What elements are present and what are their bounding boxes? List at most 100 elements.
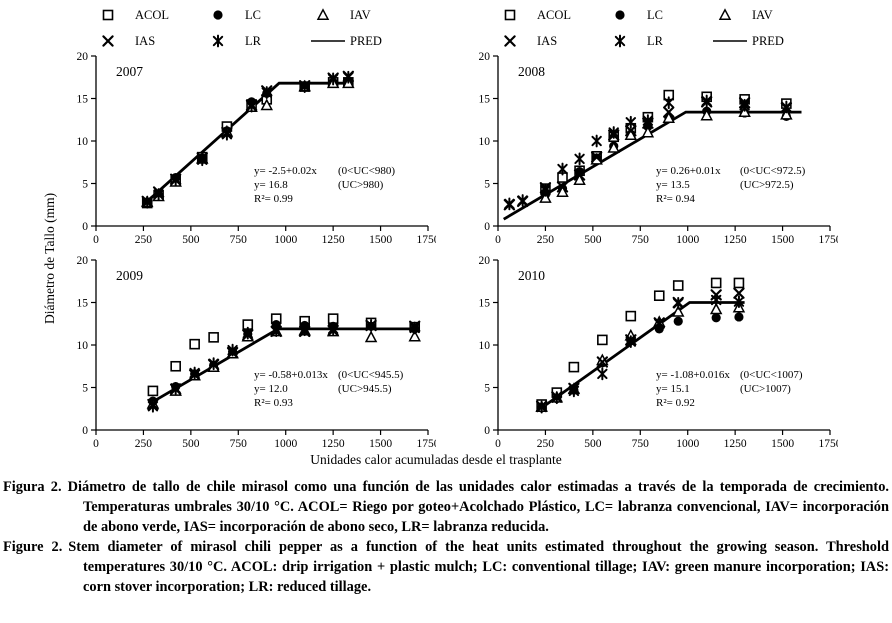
svg-text:1250: 1250 [322,234,345,246]
legend-label: LC [647,7,663,22]
caption-english-label: Figure 2. [3,539,63,555]
figure-captions: Figura 2. Diámetro de tallo de chile mira… [3,477,889,597]
svg-text:15: 15 [77,298,89,310]
svg-text:500: 500 [182,234,200,246]
svg-text:0: 0 [495,234,501,246]
caption-english-text: Stem diameter of mirasol chili pepper as… [68,539,889,595]
equation-line: y= -1.08+0.016x [656,369,730,381]
series-LR [147,319,420,413]
svg-text:0: 0 [484,221,490,233]
line-marker-icon [311,40,345,42]
svg-text:500: 500 [584,438,602,450]
legend-item-pred: PRED [713,32,818,50]
svg-text:0: 0 [82,425,88,437]
series-IAV [539,105,793,203]
svg-text:1000: 1000 [676,438,699,450]
star-marker-icon [212,34,224,48]
legend-label: ACOL [135,7,170,22]
svg-text:10: 10 [77,340,89,352]
svg-text:0: 0 [93,438,99,450]
svg-text:750: 750 [230,234,248,246]
series-LR [536,293,745,414]
legend-item-iav: IAV [713,6,818,24]
legend-item-ias: IAS [96,32,206,50]
year-label: 2010 [518,268,545,283]
year-label: 2007 [116,64,143,79]
legend-item-lc: LC [206,6,311,24]
series-ACOL [141,77,354,209]
x-marker-icon [504,35,516,47]
year-label: 2009 [116,268,143,283]
year-label: 2008 [518,64,545,79]
legend-label: LR [647,33,663,48]
svg-text:1500: 1500 [369,438,392,450]
legend-label: IAS [135,33,156,48]
svg-text:0: 0 [93,234,99,246]
svg-text:1500: 1500 [771,438,794,450]
equation-line: R²= 0.94 [656,193,695,205]
legend-label: PRED [350,33,382,48]
equation-line: y= 0.26+0.01x [656,165,721,177]
svg-text:5: 5 [82,179,88,191]
svg-text:250: 250 [135,234,153,246]
legend-label: IAV [752,7,773,22]
equation-line: y= 15.1 [656,383,690,395]
circle-marker-icon [615,10,625,20]
equation-line: y= -0.58+0.013x [254,369,328,381]
svg-text:1250: 1250 [724,234,747,246]
series-LR [504,94,792,211]
svg-text:20: 20 [77,51,89,63]
svg-text:15: 15 [77,94,89,106]
legend-label: IAS [537,33,558,48]
caption-spanish-text: Diámetro de tallo de chile mirasol como … [67,479,890,535]
legend-label: LC [245,7,261,22]
svg-text:1500: 1500 [369,234,392,246]
equation-line: R²= 0.99 [254,193,293,205]
equation-condition: (0<UC<972.5) [740,165,806,177]
triangle-marker-icon [718,8,732,20]
svg-text:0: 0 [484,425,490,437]
svg-text:500: 500 [182,438,200,450]
equation-condition: (0<UC<980) [338,165,395,177]
caption-spanish: Figura 2. Diámetro de tallo de chile mira… [3,477,889,537]
svg-text:1000: 1000 [274,234,297,246]
square-marker-icon [504,9,516,21]
legend-item-iav: IAV [311,6,416,24]
svg-text:1500: 1500 [771,234,794,246]
equation-line: R²= 0.92 [656,397,695,409]
equation-line: R²= 0.93 [254,397,293,409]
svg-text:20: 20 [479,255,491,267]
series-LC [142,77,353,207]
svg-text:0: 0 [82,221,88,233]
series-LC [537,312,744,413]
legend-label: PRED [752,33,784,48]
line-marker-icon [713,40,747,42]
equation-condition: (UC>972.5) [740,179,794,191]
legend-label: ACOL [537,7,572,22]
svg-text:1250: 1250 [322,438,345,450]
equation-condition: (UC>945.5) [338,383,392,395]
svg-text:750: 750 [230,438,248,450]
svg-text:750: 750 [632,438,650,450]
legend-label: LR [245,33,261,48]
pred-line [540,301,745,410]
svg-text:1000: 1000 [274,438,297,450]
svg-text:5: 5 [484,383,490,395]
legend-item-lc: LC [608,6,713,24]
svg-text:10: 10 [77,136,89,148]
